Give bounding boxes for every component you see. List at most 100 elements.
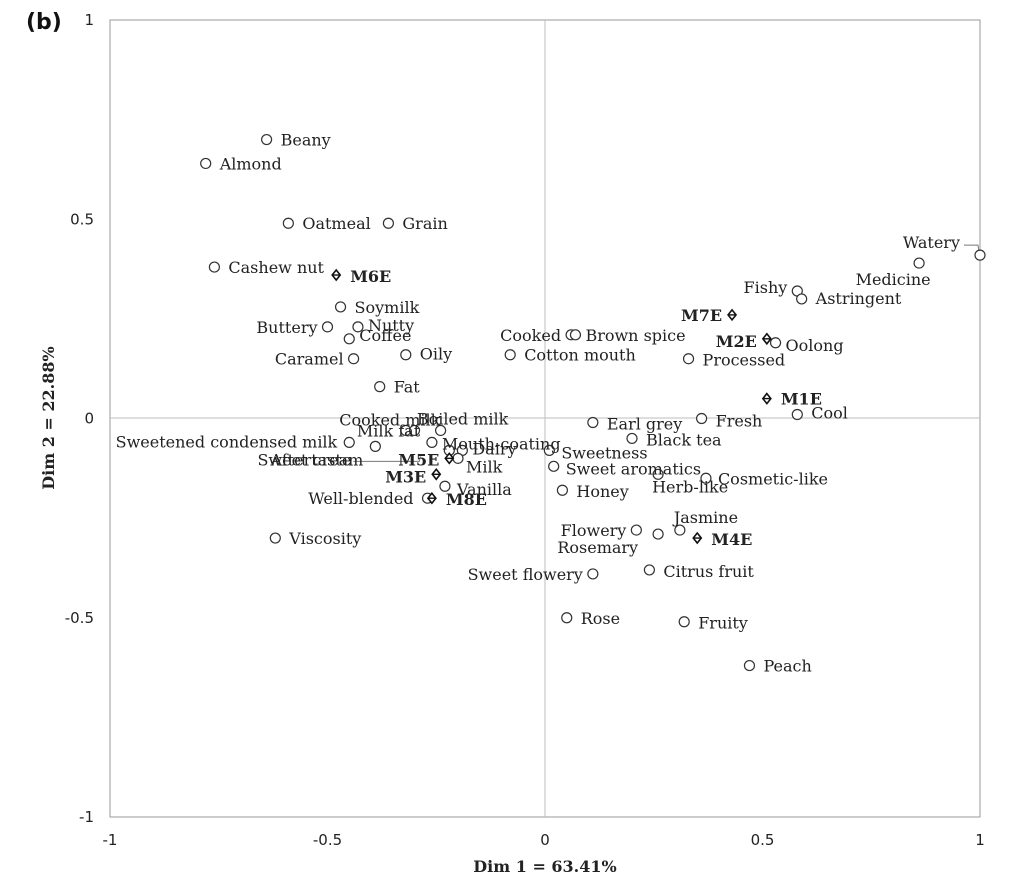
- sample-label-m7e: M7E: [681, 306, 722, 325]
- attribute-label-herb-like: Herb-like: [652, 477, 728, 496]
- attribute-point-mouth-coating: [426, 436, 438, 449]
- attribute-label-citrus-fruit: Citrus fruit: [663, 562, 754, 581]
- attribute-label-aftertaste: Aftertaste: [269, 450, 351, 469]
- attribute-label-fishy: Fishy: [744, 278, 788, 297]
- attribute-point-astringent: [796, 293, 808, 305]
- sample-label-m3e: M3E: [385, 467, 426, 486]
- attribute-label-vanilla: Vanilla: [456, 480, 512, 499]
- attribute-point-soymilk: [334, 301, 347, 313]
- attribute-label-cooked-milk: Cooked milk: [339, 410, 440, 429]
- data-points: [200, 133, 986, 672]
- attribute-label-cooked: Cooked: [500, 326, 561, 345]
- attribute-point-sweetness: [543, 444, 555, 456]
- attribute-point-peach: [743, 659, 756, 672]
- attribute-label-astringent: Astringent: [815, 289, 902, 308]
- attribute-label-caramel: Caramel: [275, 350, 344, 369]
- attribute-label-boiled-milk: Boiled milk: [417, 409, 509, 428]
- attribute-label-brown-spice: Brown spice: [585, 326, 685, 345]
- sample-label-m4e: M4E: [711, 530, 752, 549]
- attribute-label-dairy: Dairy: [472, 439, 516, 458]
- sample-label-m1e: M1E: [781, 390, 822, 409]
- attribute-point-flowery: [630, 524, 642, 536]
- attribute-label-black-tea: Black tea: [646, 430, 722, 449]
- attribute-point-fat: [374, 381, 386, 393]
- attribute-point-milk: [452, 452, 464, 464]
- attribute-label-rose: Rose: [581, 609, 620, 628]
- attribute-label-fresh: Fresh: [716, 412, 763, 431]
- attribute-label-sweetened-condensed-milk: Sweetened condensed milk: [116, 432, 338, 451]
- x-axis-title: Dim 1 = 63.41%: [473, 857, 616, 876]
- attribute-point-sweet-cream: [369, 440, 381, 452]
- attribute-point-nutty: [352, 321, 364, 333]
- attribute-point-milk-fat: [408, 424, 421, 437]
- attribute-point-sweet-aromatics: [548, 460, 560, 472]
- attribute-label-beany: Beany: [281, 131, 331, 150]
- panel-label: (b): [26, 10, 62, 35]
- attribute-label-milk: Milk: [466, 457, 503, 476]
- attribute-label-medicine: Medicine: [856, 270, 931, 289]
- leader-line-aftertaste: [353, 456, 421, 462]
- attribute-point-honey: [556, 484, 569, 496]
- attribute-point-buttery: [321, 321, 334, 333]
- leader-lines: [353, 244, 980, 462]
- attribute-label-processed: Processed: [703, 351, 786, 370]
- x-tick-labels: -1 -0.5 0 0.5 1: [103, 831, 985, 849]
- attribute-label-fat: Fat: [394, 378, 421, 397]
- x-tick-label: 0: [540, 831, 550, 849]
- attribute-point-rosemary: [652, 528, 664, 540]
- y-tick-labels: 1 0.5 0 -0.5 -1: [65, 11, 94, 826]
- attribute-label-sweet-flowery: Sweet flowery: [468, 565, 583, 584]
- x-tick-label: 1: [975, 831, 985, 849]
- attribute-label-earl-grey: Earl grey: [607, 414, 682, 433]
- attribute-point-oatmeal: [282, 217, 294, 229]
- y-tick-label: 0: [84, 410, 94, 428]
- attribute-label-almond: Almond: [219, 154, 282, 173]
- sample-label-m6e: M6E: [350, 267, 391, 286]
- attribute-point-cosmetic-like: [700, 472, 712, 484]
- attribute-label-buttery: Buttery: [256, 318, 317, 337]
- attribute-label-sweet-cream: Sweet cream: [257, 450, 363, 469]
- attribute-point-jasmine: [674, 524, 686, 536]
- attribute-point-sweetened-condensed-milk: [343, 436, 355, 449]
- sample-label-m8e: M8E: [446, 490, 487, 509]
- attribute-label-viscosity: Viscosity: [288, 529, 361, 548]
- attribute-point-black-tea: [626, 432, 638, 445]
- y-axis-title: Dim 2 = 22.88%: [39, 346, 58, 489]
- attribute-point-processed: [682, 353, 695, 365]
- attribute-label-oatmeal: Oatmeal: [302, 214, 370, 233]
- attribute-point-citrus-fruit: [643, 564, 656, 576]
- attribute-point-cotton-mouth: [504, 349, 516, 361]
- sample-label-m5e: M5E: [398, 450, 439, 469]
- x-tick-label: 0.5: [751, 831, 775, 849]
- attribute-label-grain: Grain: [402, 214, 447, 233]
- y-tick-label: 0.5: [70, 210, 94, 228]
- attribute-label-cashew-nut: Cashew nut: [228, 258, 324, 277]
- attribute-label-sweet-aromatics: Sweet aromatics: [566, 459, 701, 478]
- attribute-label-well-blended: Well-blended: [308, 489, 413, 508]
- attribute-point-vanilla: [439, 480, 451, 492]
- attribute-point-grain: [382, 217, 394, 229]
- attribute-label-nutty: Nutty: [368, 316, 414, 335]
- attribute-point-brown-spice: [569, 329, 582, 341]
- attribute-point-coffee: [343, 333, 355, 345]
- attribute-point-sweet-flowery: [587, 568, 599, 580]
- attribute-label-milk-fat: Milk fat: [357, 421, 421, 440]
- y-tick-label: -1: [79, 808, 94, 826]
- attribute-point-caramel: [348, 353, 360, 365]
- attribute-label-fruity: Fruity: [698, 614, 748, 633]
- attribute-point-herb-like: [652, 468, 664, 480]
- x-tick-label: -0.5: [313, 831, 342, 849]
- attribute-label-honey: Honey: [576, 482, 628, 501]
- attribute-label-cotton-mouth: Cotton mouth: [524, 346, 636, 365]
- x-tick-label: -1: [103, 831, 118, 849]
- attribute-label-cosmetic-like: Cosmetic-like: [718, 469, 828, 488]
- attribute-point-fruity: [678, 616, 690, 628]
- attribute-point-beany: [261, 133, 273, 146]
- attribute-label-soymilk: Soymilk: [355, 298, 420, 317]
- attribute-label-flowery: Flowery: [561, 521, 627, 540]
- attribute-label-oolong: Oolong: [786, 336, 844, 355]
- attribute-label-oily: Oily: [420, 345, 452, 364]
- leader-line-watery: [964, 244, 980, 252]
- attribute-point-boiled-milk: [435, 424, 447, 437]
